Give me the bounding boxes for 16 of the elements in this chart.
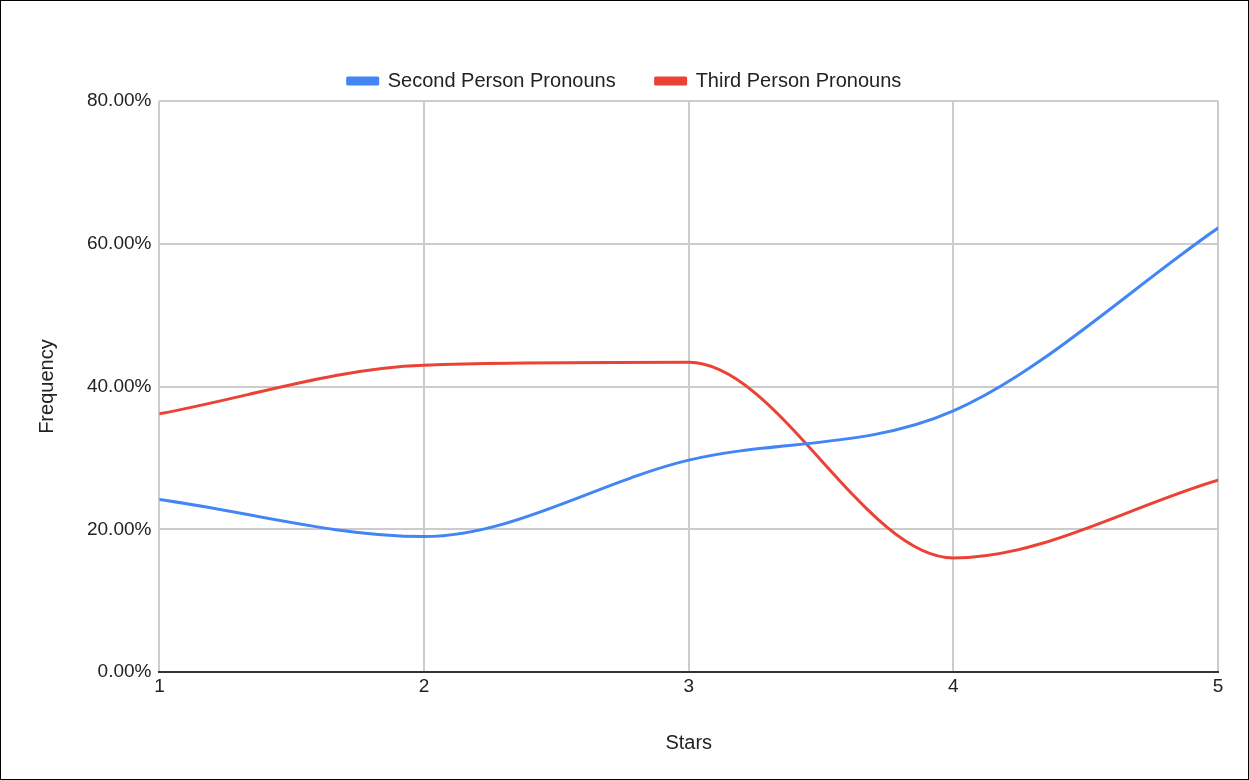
y-tick-label: 80.00% xyxy=(86,89,152,111)
y-tick-label: 40.00% xyxy=(86,374,152,396)
line-series xyxy=(159,360,1218,560)
legend-label: Third Person Pronouns xyxy=(695,68,902,91)
y-axis-title: Frequency xyxy=(34,339,57,434)
y-tick-label: 0.00% xyxy=(97,660,152,682)
line-series xyxy=(159,226,1218,539)
x-tick-label: 1 xyxy=(154,674,165,696)
y-tick-label: 20.00% xyxy=(86,517,152,539)
x-axis-title: Stars xyxy=(665,730,713,753)
x-tick-label: 4 xyxy=(948,674,960,696)
y-tick-label: 60.00% xyxy=(86,232,152,254)
x-tick-label: 3 xyxy=(683,674,695,696)
legend-label: Second Person Pronouns xyxy=(387,68,616,91)
x-tick-label: 5 xyxy=(1212,674,1224,696)
x-tick-label: 2 xyxy=(418,674,430,696)
